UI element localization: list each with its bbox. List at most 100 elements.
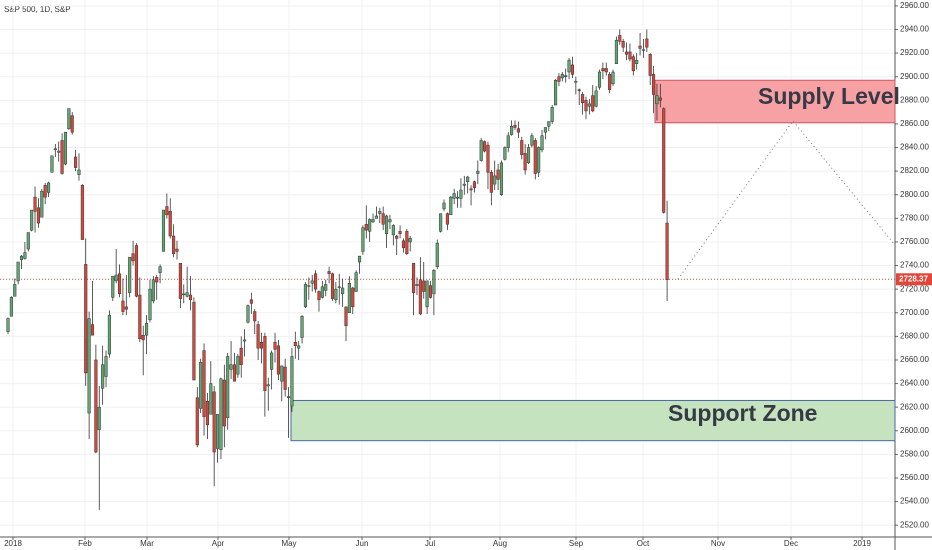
candle-body (87, 318, 91, 414)
candle-body (381, 213, 385, 225)
candle-body (219, 378, 223, 450)
candle-body (175, 248, 179, 252)
candle-body (226, 356, 230, 419)
candle-body (276, 345, 280, 375)
candle-body (462, 183, 466, 186)
candle-body (547, 121, 551, 127)
candle-body (117, 273, 122, 295)
candle-body (608, 74, 612, 90)
candle-body (412, 262, 416, 293)
candle-body (459, 189, 463, 199)
candle-body (33, 196, 37, 212)
candle-body (263, 336, 267, 391)
x-tick-label: Feb (78, 539, 92, 548)
candle-body (422, 280, 426, 292)
candle-body (239, 347, 243, 365)
candle-body (368, 219, 372, 232)
candle-body (354, 272, 358, 292)
x-tick-label: 2019 (853, 539, 871, 548)
candle-body (222, 379, 226, 427)
candle-body (550, 107, 554, 122)
candle-body (570, 64, 575, 75)
candle-body (40, 190, 44, 218)
candle-body (327, 271, 331, 275)
candle-body (337, 286, 341, 288)
x-tick-label: Apr (212, 539, 225, 548)
candle-body (229, 364, 233, 370)
candle-body (30, 209, 34, 231)
y-tick-label: 2620.00 (900, 402, 929, 411)
y-tick-label: 2680.00 (900, 331, 929, 340)
x-tick-label: 2018 (4, 539, 22, 548)
candle-body (530, 135, 534, 146)
candle-body (567, 59, 571, 73)
candle-body (205, 401, 209, 426)
candle-body (425, 280, 429, 308)
candle-body (216, 414, 220, 449)
candle-body (587, 103, 591, 107)
candle-body (158, 266, 162, 273)
candle-body (445, 213, 449, 225)
candle-body (80, 185, 84, 240)
y-tick-label: 2640.00 (900, 379, 929, 388)
candle-body (449, 196, 453, 216)
candle-body (145, 323, 149, 336)
candle-body (280, 365, 284, 382)
candle-body (479, 140, 483, 161)
candle-body (455, 196, 460, 199)
candle-body (286, 396, 291, 398)
x-tick-label: Aug (493, 539, 507, 548)
price-tag-label: 2728.37 (899, 274, 928, 283)
candle-body (641, 49, 645, 51)
candle-body (432, 270, 436, 295)
candle-body (483, 141, 487, 152)
y-tick-label: 2740.00 (900, 261, 929, 270)
candle-body (526, 147, 531, 164)
candle-body (591, 95, 595, 112)
candle-body (506, 135, 510, 148)
candle-body (148, 288, 152, 321)
candle-body (554, 80, 558, 106)
candle-body (537, 147, 541, 173)
candle-body (101, 364, 105, 389)
candle-body (74, 156, 78, 168)
y-tick-label: 2600.00 (900, 426, 929, 435)
candle-body (540, 135, 544, 151)
candle-body (259, 342, 264, 349)
candle-body (357, 255, 362, 263)
candle-body (401, 240, 406, 249)
candle-body (594, 90, 598, 107)
candle-body (256, 324, 260, 349)
candle-body (283, 366, 287, 390)
candle-body (466, 176, 470, 183)
candle-body (43, 185, 47, 198)
candle-body (199, 362, 203, 409)
candle-body (533, 140, 537, 174)
candle-body (645, 38, 649, 48)
y-tick-label: 2720.00 (900, 284, 929, 293)
candle-body (273, 342, 277, 350)
chart-title: S&P 500, 1D, S&P (4, 5, 71, 14)
y-tick-label: 2560.00 (900, 473, 929, 482)
candle-body (124, 306, 128, 310)
candle-body (489, 172, 493, 193)
candle-body (307, 285, 311, 287)
x-tick-label: Jun (356, 539, 369, 548)
y-tick-label: 2800.00 (900, 190, 929, 199)
price-tag (896, 273, 932, 286)
candle-body (577, 89, 581, 92)
candle-body (53, 148, 57, 151)
candle-body (209, 383, 213, 415)
candle-body (341, 287, 345, 295)
y-tick-label: 2960.00 (900, 1, 929, 10)
y-tick-label: 2520.00 (900, 520, 929, 529)
candle-body (270, 352, 274, 370)
candle-body (50, 155, 54, 173)
candle-body (84, 264, 88, 374)
candle-body (266, 384, 270, 387)
candle-body (131, 253, 135, 262)
candle-body (172, 235, 176, 254)
candle-body (97, 406, 101, 430)
